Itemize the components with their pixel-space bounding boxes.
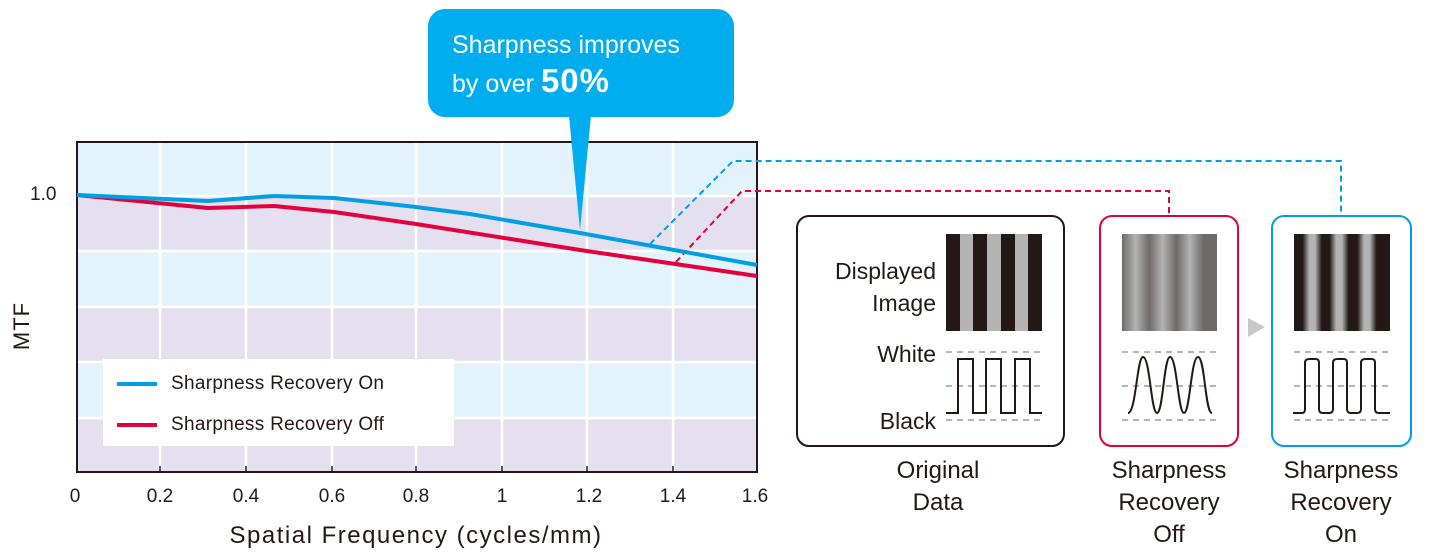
y-tick-1-0: 1.0 [30, 184, 57, 205]
caption-line: Original [896, 457, 980, 484]
off-stripes [1122, 234, 1217, 331]
callout-emphasis: 50% [540, 62, 610, 99]
connector-off [675, 190, 1170, 263]
x-tick: 1.6 [741, 486, 769, 507]
legend-label-off: Sharpness Recovery Off [171, 414, 385, 435]
callout-prefix: by over [452, 70, 541, 98]
series-line-on [76, 193, 758, 267]
series-line-off [76, 193, 758, 278]
callout-line2: by over 50% [452, 63, 680, 102]
legend-swatch-off [117, 423, 157, 427]
caption-line: Recovery [1290, 489, 1392, 516]
label-white: White [877, 341, 936, 367]
caption-line: Sharpness [1283, 457, 1399, 484]
caption-recovery-off: Sharpness Recovery Off [1112, 455, 1227, 551]
legend-item-off: Sharpness Recovery Off [117, 414, 384, 436]
x-tick: 0.4 [232, 486, 260, 507]
legend-swatch-on [117, 382, 157, 386]
legend-item-on: Sharpness Recovery On [117, 373, 384, 395]
y-axis-label: MTF [9, 301, 34, 351]
x-tick: 0.2 [146, 486, 174, 507]
original-waveform [946, 358, 1042, 414]
on-waveform [1293, 358, 1390, 414]
callout-text: Sharpness improves by over 50% [452, 28, 680, 102]
caption-line: On [1324, 521, 1357, 548]
chart-legend: Sharpness Recovery On Sharpness Recovery… [103, 359, 454, 446]
x-tick: 1 [496, 486, 508, 507]
connector-on [649, 160, 1342, 245]
x-tick-marks [159, 466, 674, 472]
label-displayed-image: Displayed Image [835, 255, 936, 319]
off-guides [1122, 351, 1217, 421]
original-stripes [946, 234, 1042, 331]
x-tick: 0 [69, 486, 81, 507]
on-stripes [1294, 234, 1390, 331]
caption-line: Recovery [1118, 489, 1220, 516]
label-displayed: Displayed [835, 258, 936, 284]
x-tick: 0.6 [318, 486, 346, 507]
axes-frame [76, 141, 758, 473]
caption-line: Data [912, 489, 964, 516]
legend-label-on: Sharpness Recovery On [171, 373, 385, 394]
label-image: Image [872, 290, 936, 316]
arrow-right-icon [1248, 318, 1265, 337]
caption-original-data: Original Data [897, 455, 980, 519]
callout-line1: Sharpness improves [452, 31, 680, 59]
callout-bubble [428, 9, 734, 230]
off-waveform [1127, 355, 1213, 415]
caption-line: Sharpness [1111, 457, 1227, 484]
original-guides [946, 351, 1042, 421]
label-black: Black [879, 408, 936, 434]
x-tick: 1.4 [659, 486, 687, 507]
x-tick: 0.8 [402, 486, 430, 507]
caption-line: Off [1153, 521, 1185, 548]
caption-recovery-on: Sharpness Recovery On [1284, 455, 1399, 551]
x-axis-label: Spatial Frequency (cycles/mm) [229, 522, 603, 549]
x-tick: 1.2 [575, 486, 603, 507]
